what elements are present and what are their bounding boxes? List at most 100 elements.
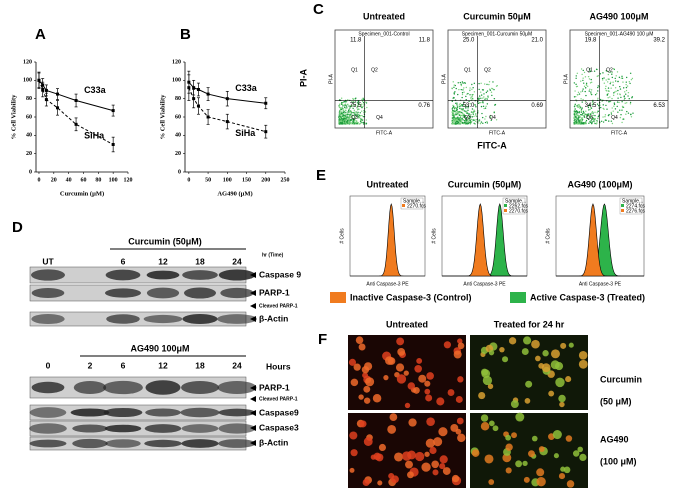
event-dot [612, 94, 615, 97]
band [103, 407, 143, 418]
event-dot [611, 71, 613, 74]
event-dot [611, 122, 614, 125]
event-dot [482, 105, 485, 108]
event-dot [480, 97, 482, 99]
cell [429, 446, 437, 455]
event-dot [591, 102, 594, 104]
event-dot [628, 81, 631, 83]
event-dot [582, 77, 584, 79]
event-dot [602, 121, 605, 123]
cell [349, 467, 355, 473]
event-dot [451, 100, 454, 102]
quadrant-name: Q2 [371, 67, 378, 73]
event-dot [475, 114, 477, 116]
cell [424, 451, 430, 457]
cell [373, 452, 381, 461]
lane-label: 18 [195, 256, 205, 266]
event-dot [594, 94, 597, 96]
event-dot [467, 114, 470, 116]
band [146, 270, 180, 280]
cell [394, 452, 404, 462]
cell [432, 469, 439, 476]
cell [439, 455, 448, 464]
event-dot [481, 89, 484, 91]
inset-legend-entry: 2262.fcs [509, 203, 528, 209]
cell [542, 350, 549, 357]
event-dot [483, 107, 485, 110]
cell [577, 446, 583, 453]
event-dot [591, 118, 593, 121]
row-label: Cleaved PARP-1 [259, 303, 298, 309]
event-dot [575, 83, 577, 86]
event-dot [348, 122, 350, 124]
quadrant-name: Q2 [606, 67, 613, 73]
column-label: Untreated [386, 319, 428, 329]
plot-title: Curcumin (50μM) [448, 179, 522, 189]
event-dot [338, 120, 340, 122]
event-dot [344, 114, 346, 117]
event-dot [605, 70, 608, 72]
event-dot [592, 114, 595, 116]
event-dot [460, 83, 462, 86]
event-dot [591, 121, 594, 123]
cell [502, 453, 512, 463]
band [217, 314, 257, 324]
event-dot [463, 116, 465, 118]
event-dot [460, 88, 462, 91]
event-dot [356, 122, 359, 125]
event-dot [361, 118, 364, 121]
time-unit: Hours [266, 361, 291, 371]
cell [439, 463, 446, 470]
event-dot [487, 95, 489, 97]
cell [383, 375, 389, 381]
event-dot [481, 112, 483, 115]
event-dot [588, 90, 590, 92]
x-label: Anti Caspase-3 PE [366, 281, 409, 287]
event-dot [490, 91, 493, 93]
event-dot [362, 123, 365, 125]
event-dot [578, 93, 581, 95]
y-tick-label: 80 [26, 96, 32, 102]
event-dot [621, 101, 623, 103]
event-dot [616, 101, 619, 103]
row-name: Curcumin [600, 374, 642, 384]
event-dot [485, 105, 487, 107]
event-dot [453, 108, 456, 110]
event-dot [607, 114, 610, 117]
event-dot [461, 81, 464, 83]
cell [558, 394, 566, 403]
event-dot [353, 121, 356, 123]
cell [484, 454, 494, 464]
plot-y-label: PI-A [328, 73, 334, 83]
inset-legend-entry: 2270.fcs [509, 208, 528, 214]
event-dot [455, 112, 457, 114]
event-dot [581, 107, 583, 109]
event-dot [489, 89, 492, 91]
x-tick-label: 80 [95, 177, 101, 183]
event-dot [463, 82, 466, 84]
event-dot [465, 104, 467, 106]
band [104, 288, 142, 298]
event-dot [579, 122, 582, 124]
event-dot [473, 115, 475, 118]
event-dot [613, 103, 616, 106]
treatment: Curcumin (50μM) [128, 236, 202, 246]
cell [361, 366, 370, 374]
event-dot [584, 76, 587, 78]
cell [560, 342, 567, 349]
event-dot [586, 117, 588, 119]
event-dot [347, 111, 349, 113]
event-dot [353, 118, 356, 120]
event-dot [361, 103, 363, 105]
event-dot [361, 121, 363, 124]
event-dot [594, 111, 596, 114]
band [31, 313, 65, 325]
event-dot [585, 94, 587, 97]
band [218, 408, 256, 417]
event-dot [582, 98, 584, 101]
histogram [556, 203, 644, 277]
event-dot [486, 90, 489, 92]
event-dot [340, 113, 342, 116]
event-dot [584, 123, 586, 125]
event-dot [580, 113, 582, 116]
